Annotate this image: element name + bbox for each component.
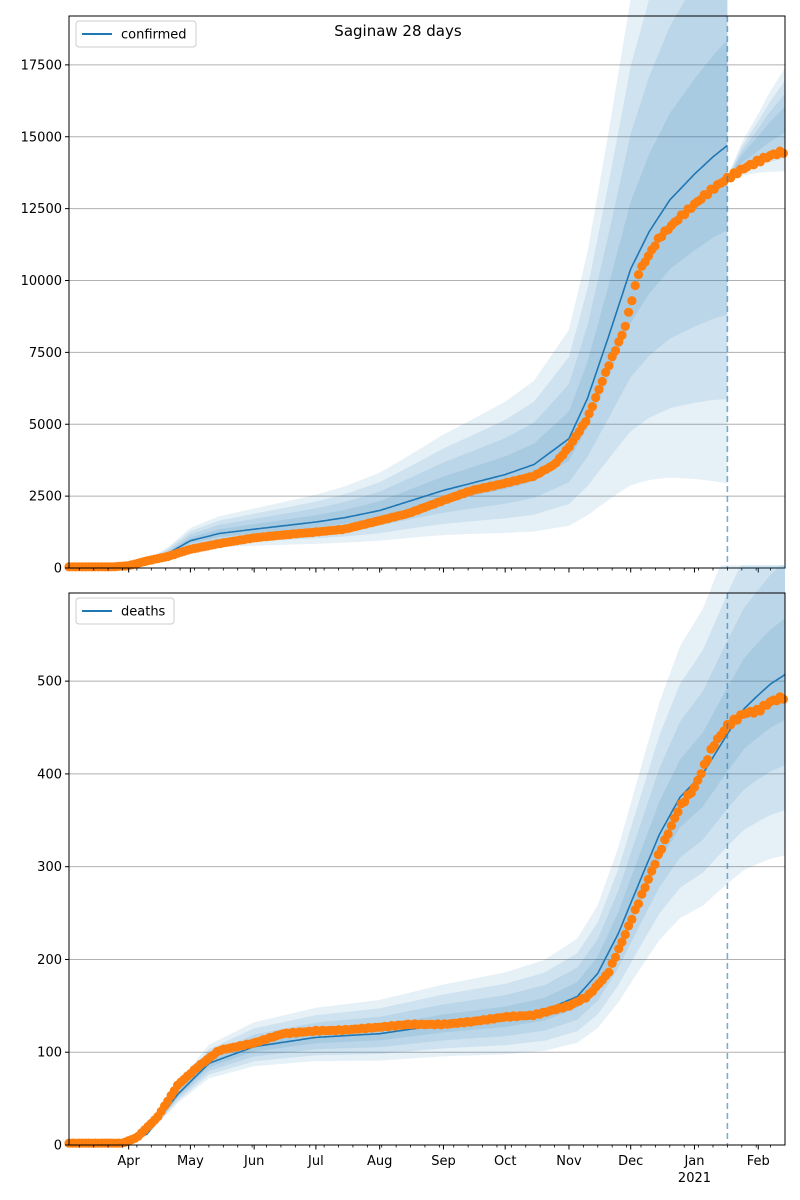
deaths-observed-point-217 (778, 694, 789, 704)
confirmed-legend-box (75, 20, 197, 48)
confirmed-observed-point-159 (587, 402, 598, 412)
confirmed-ytick-label-7: 17500 (21, 58, 62, 73)
deaths-xtick-label-2: Jun (243, 1154, 264, 1169)
deaths-observed-point-194 (703, 755, 713, 765)
deaths-axes: 0 100 200 300 400 500 Apr May Jun Jul Aug Sep Oct Nov… (37, 592, 786, 1186)
confirmed-observed-points (64, 146, 789, 572)
deaths-observed-point-175 (640, 883, 650, 893)
deaths-ytick-label-3: 300 (37, 860, 62, 875)
deaths-xtick-label-0: Apr (117, 1154, 140, 1169)
deaths-panel: 0 100 200 300 400 500 Apr May Jun Jul Aug Sep Oct Nov… (37, 565, 789, 1186)
deaths-xtick-label-8: Dec (618, 1154, 643, 1169)
confirmed-ytick-label-3: 7500 (29, 346, 62, 361)
confirmed-band-1 (69, 0, 728, 568)
deaths-xtick-label-1: May (177, 1154, 204, 1169)
confirmed-observed-point-166 (610, 346, 621, 356)
deaths-xtick-label-5: Sep (431, 1154, 456, 1169)
deaths-uncertainty-bands (69, 565, 785, 1145)
confirmed-legend: confirmed (75, 20, 197, 48)
deaths-ytick-label-4: 400 (37, 767, 62, 782)
figure-title: Saginaw 28 days (334, 22, 462, 40)
deaths-xtick-sublabel-9: 2021 (678, 1171, 711, 1186)
confirmed-ytick-label-0: 0 (54, 562, 62, 577)
deaths-observed-point-183 (666, 821, 677, 831)
deaths-axes-frame (68, 592, 786, 1146)
confirmed-observed-point-217 (778, 148, 789, 158)
deaths-observed-point-180 (657, 844, 667, 854)
deaths-observed-point-169 (620, 929, 630, 940)
deaths-ytick-label-5: 500 (37, 675, 62, 690)
confirmed-axes: 0 2500 5000 7500 10000 12500 15000 17500 (21, 15, 786, 577)
confirmed-band-2 (69, 0, 728, 568)
confirmed-observed-point-173 (633, 270, 644, 280)
confirmed-panel: 0 2500 5000 7500 10000 12500 15000 17500 confir… (21, 0, 789, 577)
confirmed-ytick-label-4: 10000 (21, 274, 62, 289)
confirmed-observed-point-170 (624, 307, 634, 317)
deaths-xtick-label-10: Feb (747, 1154, 770, 1169)
deaths-observed-point-182 (663, 829, 673, 839)
confirmed-ytick-label-2: 5000 (29, 418, 62, 433)
deaths-legend: deaths (75, 597, 175, 625)
confirmed-band-3 (69, 39, 728, 568)
confirmed-observed-point-161 (594, 384, 604, 395)
confirmed-observed-point-178 (650, 241, 660, 251)
deaths-xtick-label-9: Jan (683, 1154, 704, 1169)
confirmed-model-path (69, 144, 728, 569)
confirmed-forecast-band-2 (727, 93, 785, 182)
confirmed-ytick-label-6: 15000 (21, 130, 62, 145)
confirmed-observed-point-160 (591, 392, 601, 403)
deaths-observed-point-166 (610, 952, 621, 962)
deaths-observed-point-176 (643, 874, 654, 885)
confirmed-model-line (69, 144, 728, 569)
confirmed-observed-point-157 (581, 417, 591, 427)
deaths-observed-point-164 (604, 967, 614, 977)
confirmed-observed-point-172 (630, 280, 640, 291)
deaths-observed-point-173 (633, 899, 644, 909)
confirmed-forecast-band-3 (727, 106, 785, 181)
confirmed-legend-label: confirmed (121, 28, 187, 43)
deaths-observed-point-178 (650, 859, 660, 870)
deaths-observed-point-171 (627, 914, 637, 925)
confirmed-observed-point-162 (597, 376, 607, 387)
deaths-observed-point-192 (696, 769, 706, 779)
deaths-ytick-label-0: 0 (54, 1139, 62, 1154)
deaths-xtick-label-3: Jul (307, 1154, 324, 1169)
deaths-observed-point-168 (617, 937, 627, 947)
deaths-ytick-label-1: 100 (37, 1046, 62, 1061)
deaths-observed-point-190 (689, 782, 700, 792)
deaths-xtick-label-6: Oct (494, 1154, 516, 1169)
deaths-band-2 (69, 565, 785, 1145)
confirmed-ytick-label-1: 2500 (29, 490, 62, 505)
confirmed-band-0 (69, 0, 728, 568)
deaths-observed-point-196 (709, 741, 719, 751)
deaths-ytick-label-2: 200 (37, 953, 62, 968)
confirmed-observed-point-169 (620, 321, 630, 331)
confirmed-observed-point-164 (604, 361, 614, 371)
confirmed-observed-point-168 (617, 330, 627, 340)
deaths-xtick-label-4: Aug (367, 1154, 392, 1169)
confirmed-observed-point-171 (627, 296, 637, 306)
deaths-band-3 (69, 618, 785, 1145)
deaths-band-1 (69, 565, 785, 1145)
deaths-legend-box (75, 597, 175, 625)
confirmed-ytick-label-5: 12500 (21, 202, 62, 217)
deaths-observed-point-185 (673, 807, 683, 817)
deaths-legend-label: deaths (121, 605, 166, 620)
confirmed-observed-point-158 (584, 409, 594, 419)
deaths-xtick-label-7: Nov (556, 1154, 582, 1169)
deaths-band-0 (69, 565, 785, 1145)
deaths-observed-point-187 (680, 797, 690, 807)
confirmed-axes-frame (68, 15, 786, 569)
